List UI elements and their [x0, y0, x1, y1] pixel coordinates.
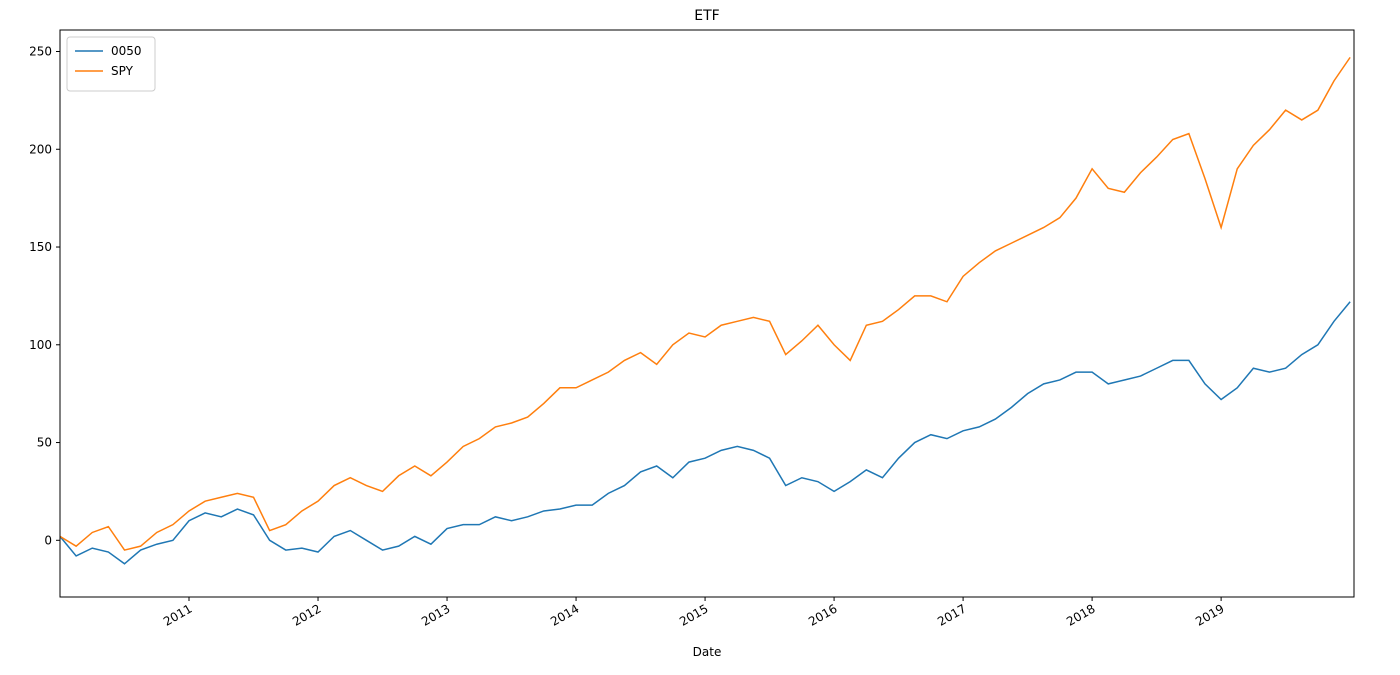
x-tick-label: 2015: [677, 601, 710, 628]
y-tick-label: 50: [37, 436, 52, 450]
x-tick-label: 2017: [935, 601, 968, 628]
y-tick-label: 200: [29, 142, 52, 156]
x-tick-label: 2018: [1064, 601, 1097, 628]
plot-frame: [59, 29, 1355, 598]
x-tick-label: 2013: [419, 601, 452, 628]
y-tick-label: 0: [44, 533, 52, 547]
y-tick-label: 100: [29, 338, 52, 352]
x-tick-label: 2014: [548, 601, 581, 628]
y-tick-label: 250: [29, 45, 52, 59]
x-tick-label: 2019: [1193, 601, 1226, 628]
y-tick-label: 150: [29, 240, 52, 254]
x-tick-label: 2016: [806, 601, 839, 628]
legend-label: 0050: [111, 44, 142, 58]
series-line: [60, 56, 1351, 551]
legend-label: SPY: [111, 64, 134, 78]
x-tick-label: 2011: [161, 601, 194, 628]
series-line: [60, 301, 1351, 565]
x-tick-label: 2012: [290, 601, 323, 628]
x-axis-label: Date: [693, 645, 722, 659]
chart-title: ETF: [694, 8, 719, 24]
